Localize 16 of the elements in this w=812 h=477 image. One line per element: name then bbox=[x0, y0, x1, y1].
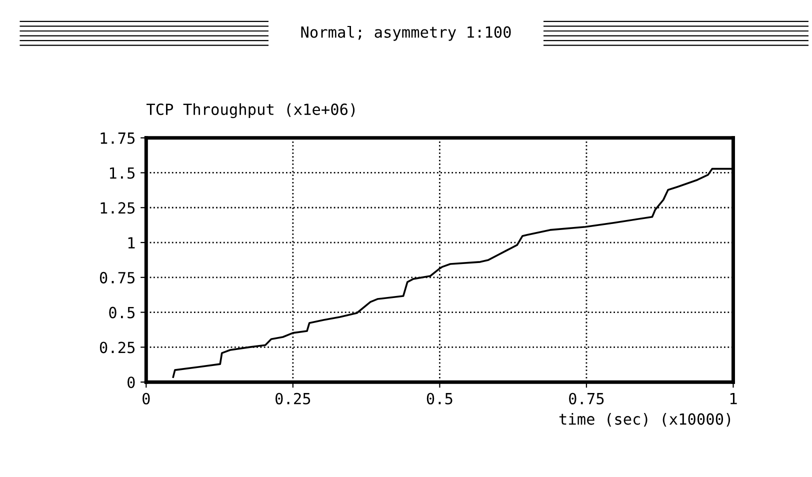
y-tick-label: 1 bbox=[128, 237, 135, 248]
x-axis-title: time (sec) (x10000) bbox=[559, 413, 730, 427]
x-tick-label: 1 bbox=[730, 393, 737, 404]
y-axis-title: TCP Throughput (x1e+06) bbox=[146, 103, 355, 118]
y-tick-label: 0.75 bbox=[100, 272, 135, 284]
y-tick-label: 1.25 bbox=[100, 202, 135, 214]
x-tick-label: 0.5 bbox=[426, 392, 452, 404]
x-tick-label: 0.25 bbox=[276, 392, 310, 404]
y-tick-label: 0.5 bbox=[109, 306, 135, 318]
y-tick-label: 0 bbox=[128, 376, 135, 388]
y-tick-label: 0.25 bbox=[100, 342, 135, 354]
chart-title: Normal; asymmetry 1:100 bbox=[301, 26, 511, 41]
x-tick-label: 0.75 bbox=[569, 392, 604, 404]
x-tick-label: 0 bbox=[142, 392, 150, 404]
y-tick-label: 1.75 bbox=[100, 132, 135, 144]
y-tick-label: 1.5 bbox=[110, 167, 135, 179]
